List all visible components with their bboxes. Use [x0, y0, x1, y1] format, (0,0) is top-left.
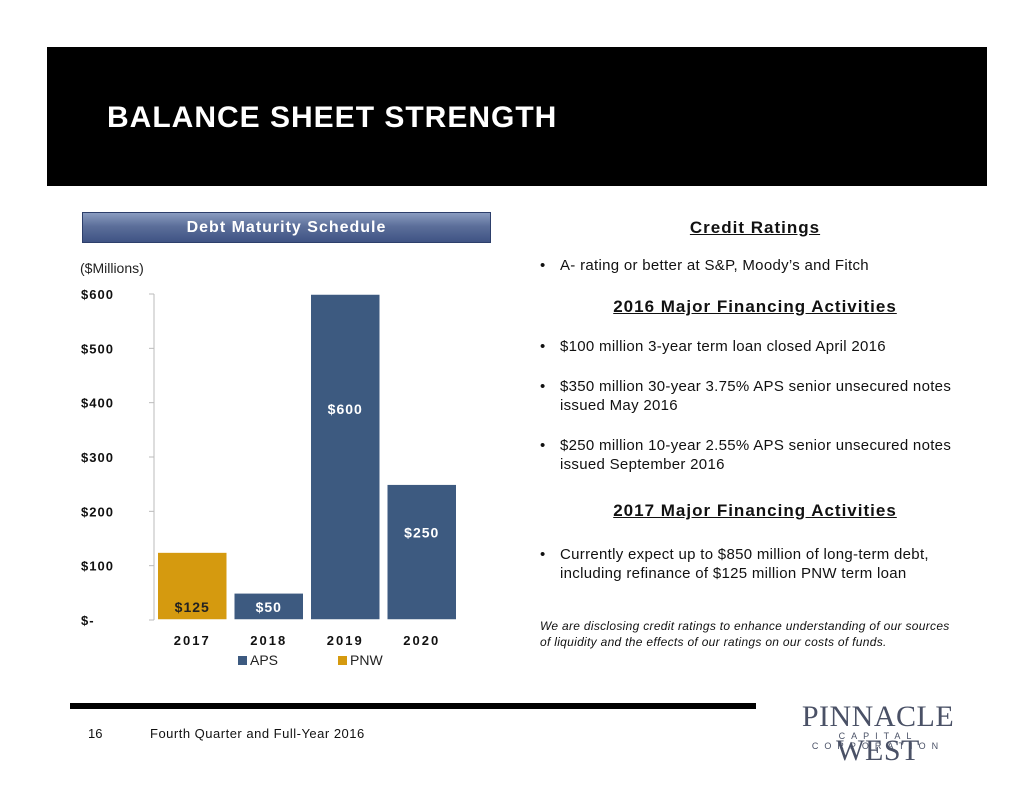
list-item: $250 million 10-year 2.55% APS senior un…: [540, 436, 980, 474]
y-tick-label: $400: [81, 396, 114, 411]
x-tick-label: 2018: [250, 633, 287, 648]
bar-pnw-2017: [156, 551, 228, 621]
footer-text: Fourth Quarter and Full-Year 2016: [150, 726, 365, 741]
financing-2017-heading: 2017 Major Financing Activities: [613, 501, 897, 520]
slide-title: BALANCE SHEET STRENGTH: [107, 101, 558, 134]
x-tick-label: 2020: [403, 633, 440, 648]
chart-units-label: ($Millions): [80, 260, 144, 276]
logo-subtitle: CAPITAL CORPORATION: [811, 731, 945, 751]
data-label: $600: [328, 401, 363, 417]
bar-aps-2020: [386, 483, 458, 621]
y-tick-label: $300: [81, 450, 114, 465]
financing-2017-list: Currently expect up to $850 million of l…: [540, 545, 980, 604]
legend-swatch-pnw: [338, 656, 347, 665]
data-label: $125: [175, 599, 210, 615]
list-item: $350 million 30-year 3.75% APS senior un…: [540, 377, 980, 415]
logo-wordmark: PINNACLE WEST: [801, 700, 955, 767]
y-tick-label: $-: [81, 613, 95, 628]
legend-label-pnw: PNW: [350, 652, 383, 668]
data-label: $50: [256, 599, 282, 615]
y-tick-label: $100: [81, 559, 114, 574]
legend-swatch-aps: [238, 656, 247, 665]
y-tick-label: $600: [81, 287, 114, 302]
y-tick-label: $200: [81, 504, 114, 519]
list-item: Currently expect up to $850 million of l…: [540, 545, 980, 583]
chart-banner: Debt Maturity Schedule: [82, 212, 491, 243]
bar-aps-2019: [309, 293, 381, 621]
x-tick-label: 2017: [174, 633, 211, 648]
y-tick-label: $500: [81, 341, 114, 356]
x-tick-label: 2019: [327, 633, 364, 648]
data-label: $250: [404, 525, 439, 541]
list-item: A- rating or better at S&P, Moody’s and …: [540, 256, 980, 275]
list-item: $100 million 3-year term loan closed Apr…: [540, 337, 980, 356]
bar-aps-2018: [233, 592, 305, 621]
credit-ratings-heading: Credit Ratings: [689, 218, 821, 237]
page-number: 16: [88, 726, 103, 741]
header-band: BALANCE SHEET STRENGTH: [47, 47, 987, 186]
footnote: We are disclosing credit ratings to enha…: [540, 619, 950, 649]
legend-label-aps: APS: [250, 652, 278, 668]
debt-maturity-chart: $- $100 $200 $300 $400 $500 $600 $125 2017 $50 201…: [81, 287, 458, 668]
company-logo: PINNACLE WEST CAPITAL CORPORATION: [778, 700, 978, 767]
financing-2016-heading: 2016 Major Financing Activities: [613, 297, 897, 316]
financing-2016-list: $100 million 3-year term loan closed Apr…: [540, 337, 980, 495]
footer-rule: [70, 703, 756, 709]
credit-ratings-list: A- rating or better at S&P, Moody’s and …: [540, 256, 980, 296]
